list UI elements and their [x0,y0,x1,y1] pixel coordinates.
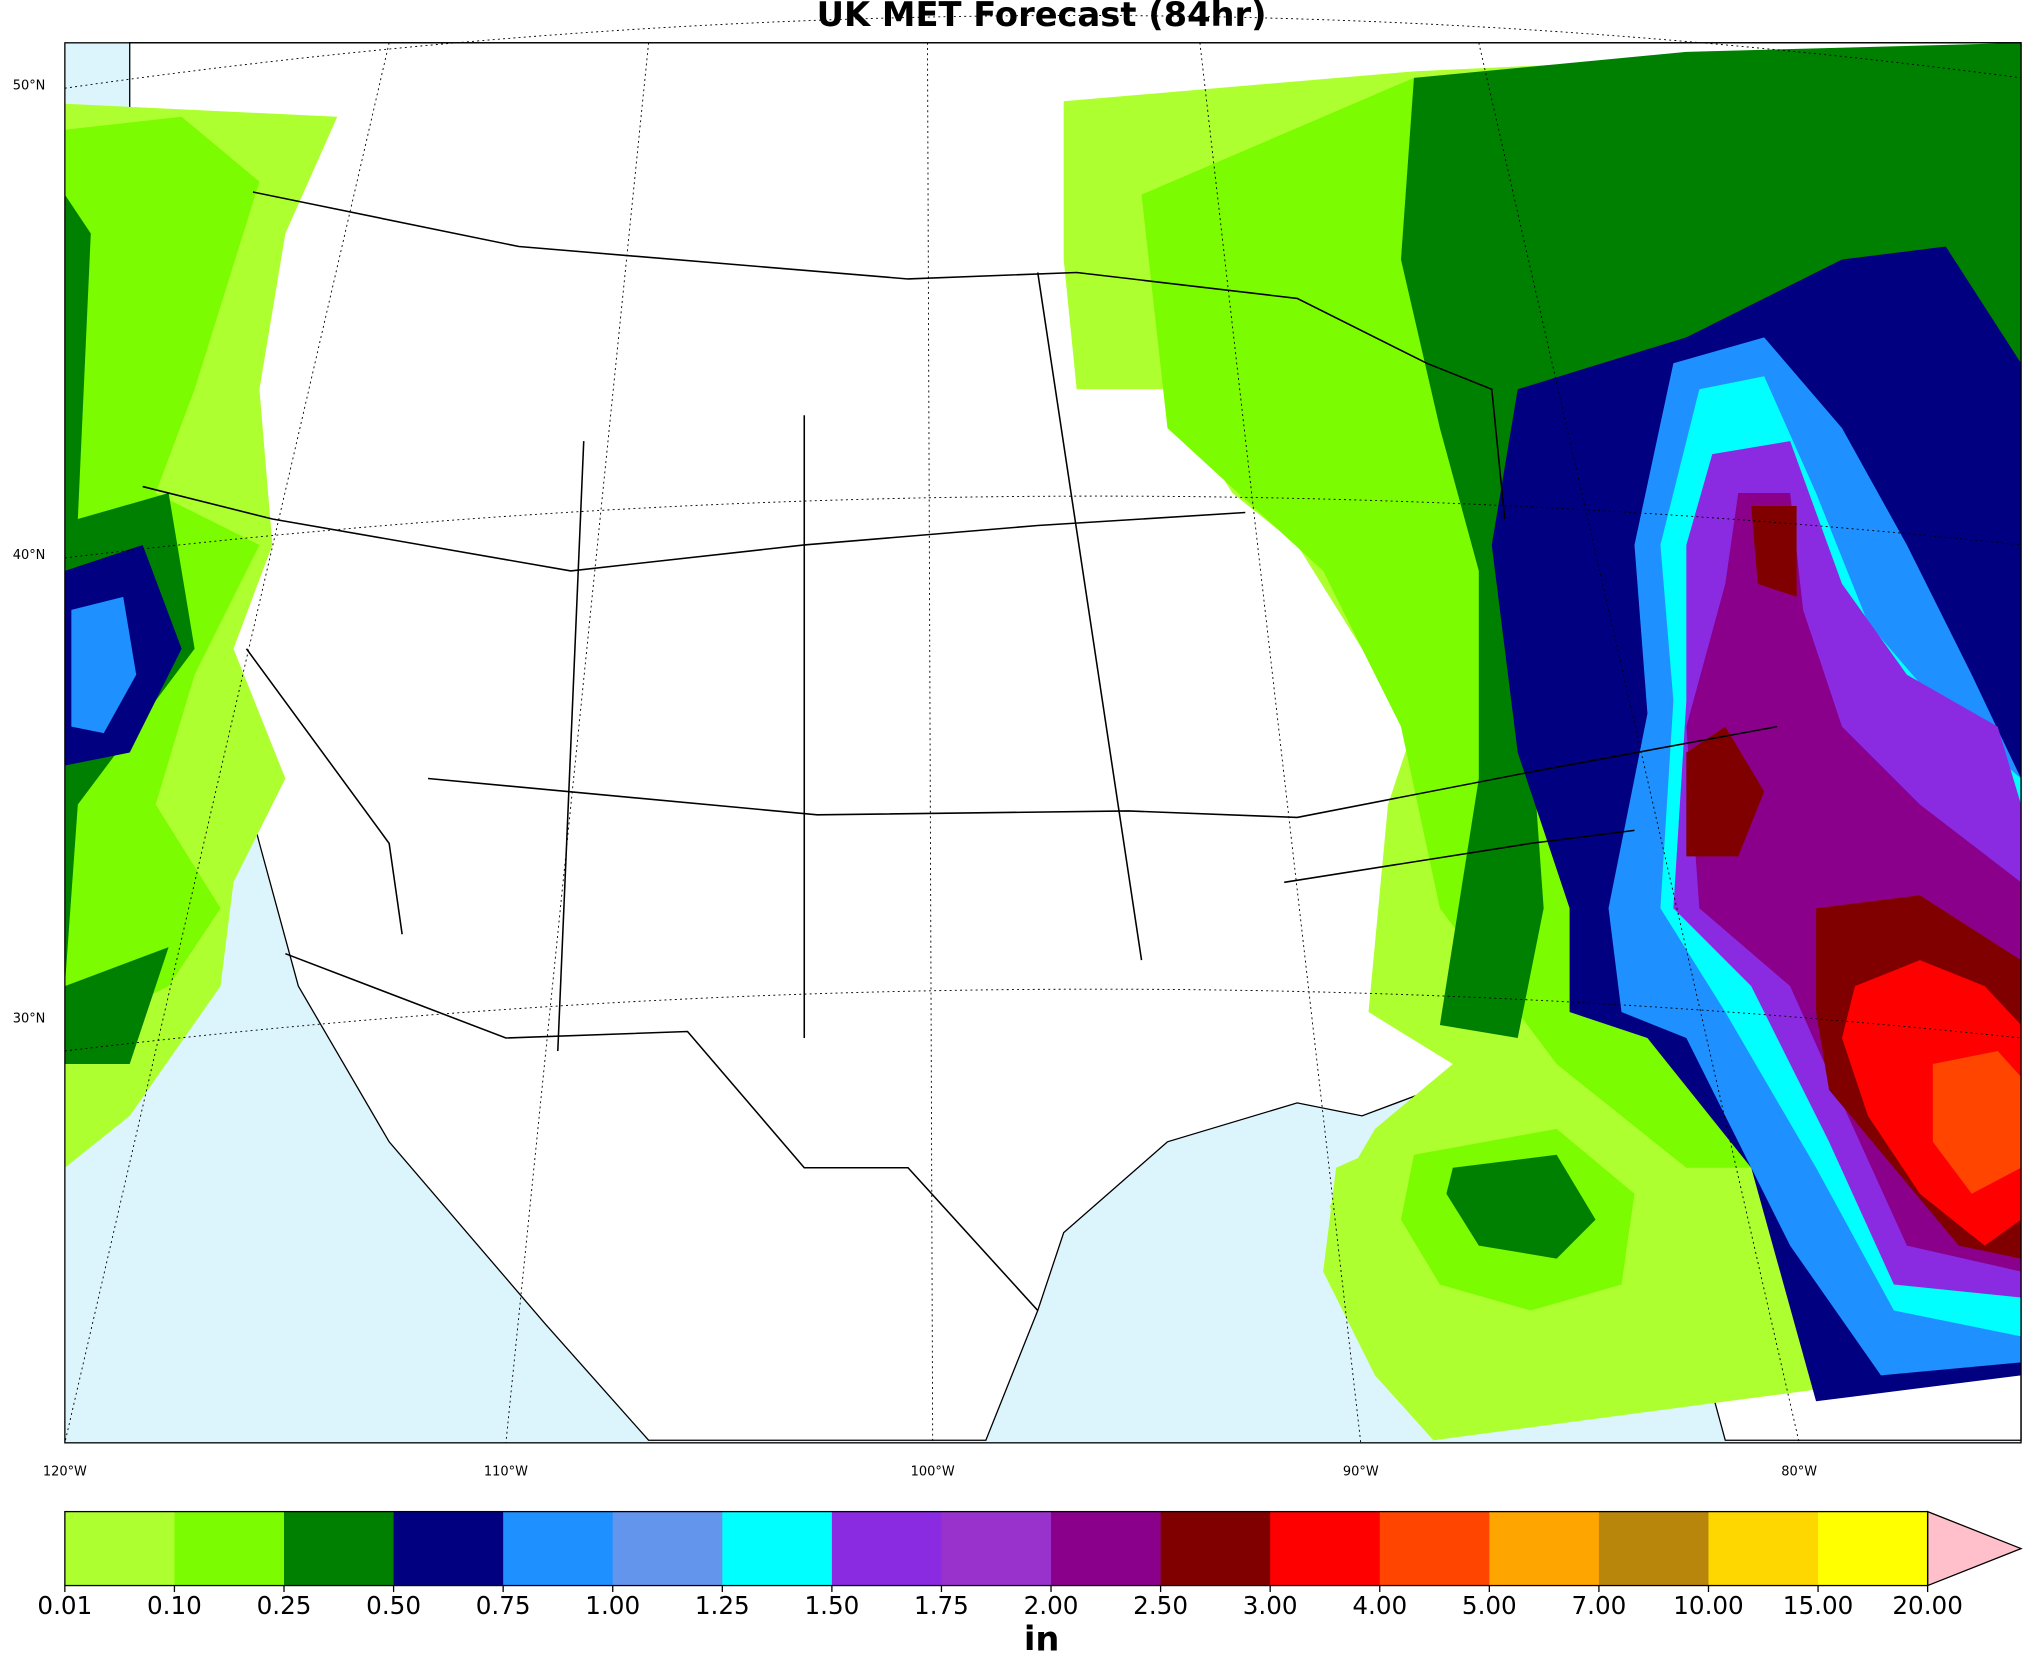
colorbar-segment [1489,1511,1600,1586]
graticule-line [1478,42,1800,1443]
state-line [245,648,403,935]
colorbar-segment [174,1511,285,1586]
graticule-line [505,42,650,1443]
lon-label: 80°W [1781,1464,1817,1479]
colorbar-tick-label: 0.01 [37,1591,92,1620]
colorbar-segment [831,1511,943,1586]
colorbar-tick-label: 0.75 [476,1591,531,1620]
lon-label: 110°W [484,1464,528,1479]
colorbar-tick-label: 1.50 [804,1591,859,1620]
colorbar-segment [1051,1511,1162,1586]
colorbar-segment [1160,1511,1271,1586]
graticule-line [64,988,2022,1052]
lat-label: 30°N [13,1011,46,1026]
lat-label: 40°N [13,548,46,563]
graticule-line [64,15,2022,89]
state-line [1036,272,1143,961]
graticule-line [64,495,2022,559]
colorbar-tick-label: 0.10 [147,1591,202,1620]
colorbar-segment [1598,1511,1710,1586]
title: UK MET Forecast (84hr) [817,0,1267,34]
colorbar-segment [503,1511,614,1586]
colorbar-tick-label: 2.00 [1024,1591,1079,1620]
colorbar-tick-label: 20.00 [1892,1591,1962,1620]
precip-area [1932,1050,2022,1194]
colorbar-label: in [1024,1619,1060,1658]
precip-area [1751,506,1797,597]
state-line [428,725,1778,819]
colorbar-segment [722,1511,833,1586]
colorbar-segment [1270,1511,1381,1586]
colorbar-tick-label: 0.50 [366,1591,421,1620]
colorbar-segment [64,1511,176,1586]
colorbar-segment [941,1511,1052,1586]
colorbar-segment [1379,1511,1490,1586]
colorbar-tick-label: 3.00 [1243,1591,1298,1620]
precip-area [1446,1154,1596,1259]
lon-label: 90°W [1343,1464,1379,1479]
colorbar-tick-label: 1.75 [914,1591,969,1620]
lon-labels: 120°W 110°W 100°W 90°W 80°W [43,1464,1817,1479]
state-line [557,441,585,1052]
colorbar-tick-label: 5.00 [1462,1591,1517,1620]
state-line [142,485,1246,572]
precip-area [71,596,137,734]
colorbar: 0.01 0.10 0.25 0.50 0.75 1.00 1.25 1.50 1.75 2.00… [37,1510,2023,1620]
colorbar-tick-label: 4.00 [1352,1591,1407,1620]
colorbar-tick-label: 1.25 [695,1591,750,1620]
colorbar-tick-label: 15.00 [1783,1591,1853,1620]
colorbar-extend [1926,1510,2023,1587]
graticule-line [64,42,390,1443]
colorbar-tick-label: 10.00 [1673,1591,1743,1620]
lat-label: 50°N [13,79,46,94]
colorbar-tick-label: 7.00 [1571,1591,1626,1620]
lon-label: 120°W [43,1464,87,1479]
colorbar-segment [1708,1511,1819,1586]
colorbar-frame [64,1510,1929,1587]
lon-label: 100°W [911,1464,955,1479]
colorbar-tick-label: 1.00 [585,1591,640,1620]
colorbar-segment [393,1511,504,1586]
colorbar-segment [612,1511,723,1586]
colorbar-tick-label: 2.50 [1133,1591,1188,1620]
graticule-line [1199,42,1362,1443]
border [252,191,1506,520]
colorbar-segment [1818,1511,1929,1586]
border [285,952,1039,1312]
map: 50°N 40°N 30°N 120°W 110°W 100°W 90°W 80… [13,15,2022,1479]
lat-labels: 50°N 40°N 30°N [13,79,46,1027]
colorbar-tick-label: 0.25 [257,1591,312,1620]
precip-area [1686,726,1765,857]
boundaries [142,191,1778,1312]
map-frame [64,42,2022,1444]
colorbar-segment [284,1511,395,1586]
state-line [1284,829,1635,884]
graticule [64,15,2022,1443]
